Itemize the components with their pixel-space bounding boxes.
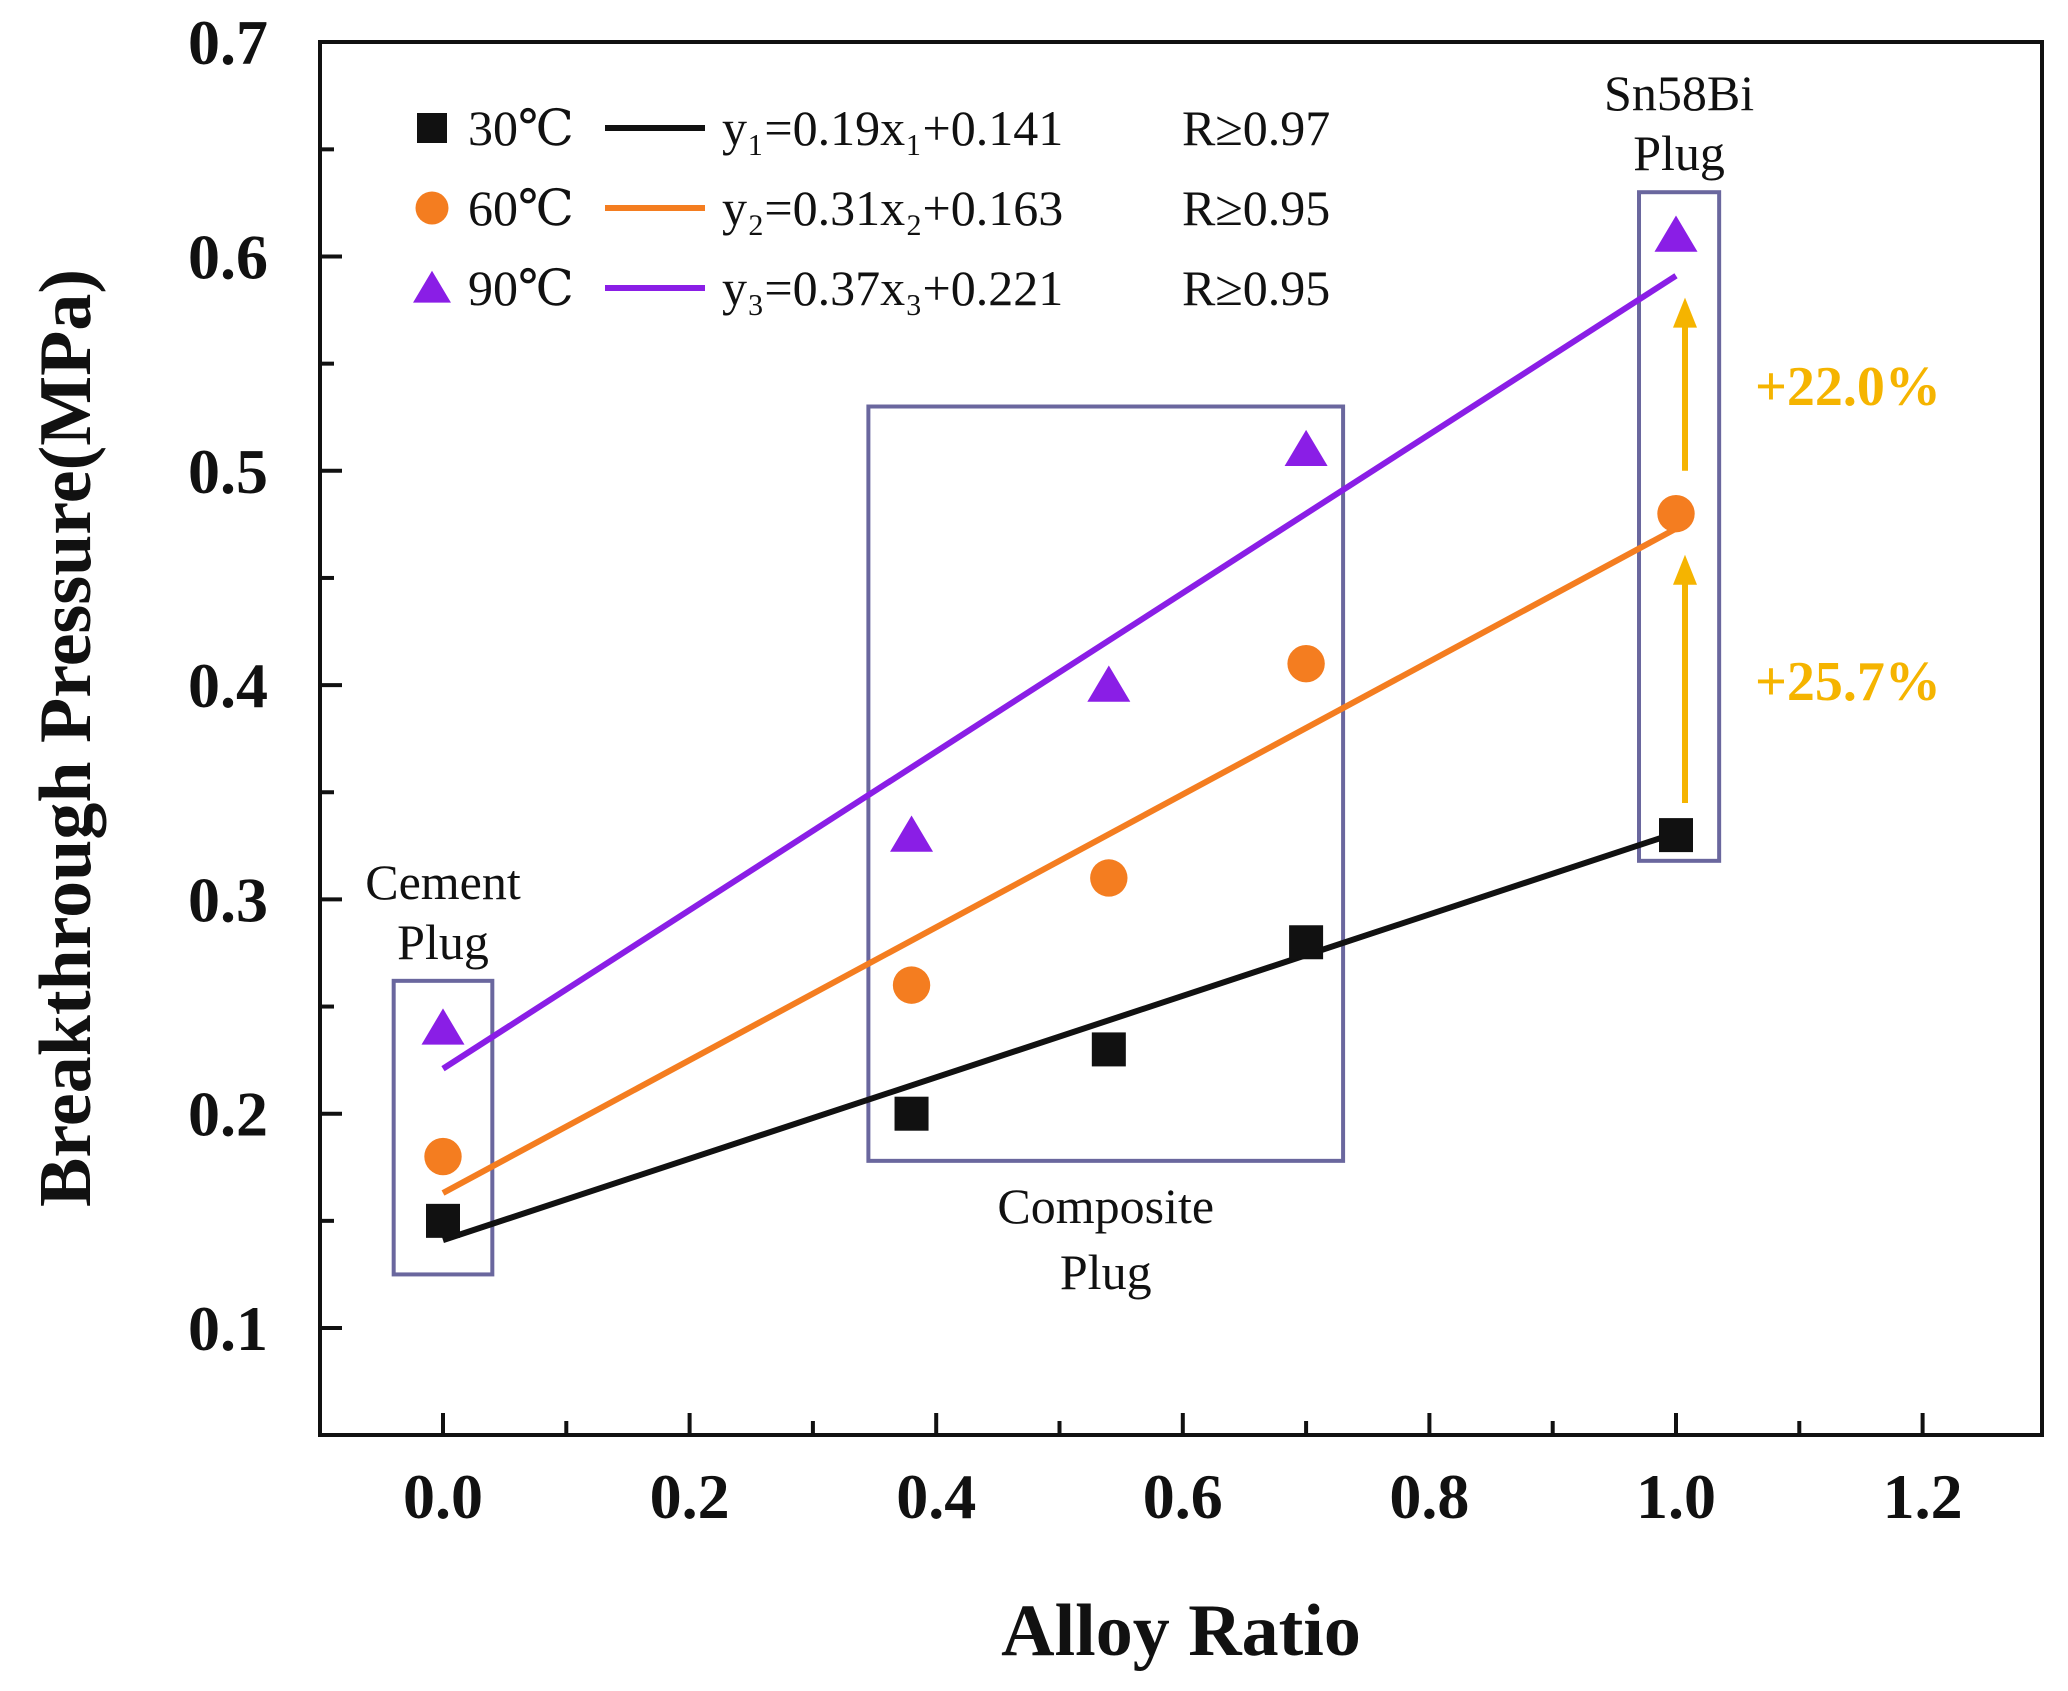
data-point xyxy=(1091,1032,1126,1067)
fit-line xyxy=(441,273,1678,1072)
x-tick-label: 0.4 xyxy=(896,1461,976,1532)
legend-equation: y₃=0.37x₃+0.221 xyxy=(722,260,1063,316)
fit-line xyxy=(441,526,1678,1196)
data-point xyxy=(421,1008,465,1045)
y-tick-label: 0.2 xyxy=(188,1079,268,1150)
group-label: Plug xyxy=(1060,1244,1152,1300)
group-box xyxy=(391,978,495,1277)
y-tick-label: 0.3 xyxy=(188,864,268,935)
group-label: Composite xyxy=(997,1178,1214,1234)
x-axis-title: Alloy Ratio xyxy=(1001,1590,1361,1672)
data-point xyxy=(1284,429,1328,466)
data-point xyxy=(1654,215,1698,252)
legend-label: 60℃ xyxy=(468,180,574,236)
group-boxes xyxy=(391,190,1722,1277)
legend-marker xyxy=(413,270,451,303)
x-tick-label: 0.8 xyxy=(1389,1461,1469,1532)
x-tick-label: 0.6 xyxy=(1143,1461,1223,1532)
percent-label: +22.0% xyxy=(1755,356,1941,418)
x-tick-label: 0.2 xyxy=(650,1461,730,1532)
x-tick-label: 0.0 xyxy=(403,1461,483,1532)
y-tick-label: 0.7 xyxy=(188,7,268,78)
axis-ticks: 0.0 0.2 0.4 0.6 0.8 1.0 1.2 0.1 0.2 0.3 0.4 0.5 0.6 0… xyxy=(188,7,1963,1532)
percent-arrows: +25.7% +22.0% xyxy=(1673,297,1941,803)
data-point xyxy=(1659,818,1693,853)
percent-label: +25.7% xyxy=(1755,651,1941,713)
y-tick-label: 0.6 xyxy=(188,222,268,293)
data-point xyxy=(1657,494,1695,533)
legend-marker xyxy=(415,191,449,225)
group-label: Plug xyxy=(1633,125,1725,181)
legend-label: 30℃ xyxy=(468,100,574,156)
text-labels: Alloy Ratio Breakthrough Pressure(MPa) C… xyxy=(25,65,1754,1672)
group-box xyxy=(866,404,1346,1163)
arrow-head xyxy=(1673,554,1697,585)
data-point xyxy=(426,1203,460,1238)
legend-label: 90℃ xyxy=(468,260,574,316)
y-tick-label: 0.5 xyxy=(188,436,268,507)
data-point xyxy=(1087,665,1131,702)
y-tick-label: 0.4 xyxy=(188,650,268,721)
legend-equation: y₂=0.31x₂+0.163 xyxy=(722,180,1063,236)
legend-marker xyxy=(417,113,447,143)
group-label: Sn58Bi xyxy=(1604,65,1754,121)
arrow-head xyxy=(1673,297,1697,328)
data-point xyxy=(1289,925,1324,960)
group-label: Plug xyxy=(397,914,489,970)
x-tick-label: 1.2 xyxy=(1883,1461,1963,1532)
legend-r-value: R≥0.95 xyxy=(1182,180,1330,236)
legend-equation: y₁=0.19x₁+0.141 xyxy=(722,100,1063,156)
data-point xyxy=(892,966,931,1004)
fit-line xyxy=(442,830,1677,1243)
y-tick-label: 0.1 xyxy=(188,1293,268,1364)
data-point xyxy=(1090,859,1128,897)
data-point xyxy=(424,1137,462,1176)
data-point xyxy=(890,815,934,852)
data-point xyxy=(894,1096,929,1131)
data-point xyxy=(1287,644,1325,683)
legend: 30℃ y₁=0.19x₁+0.141 R≥0.97 60℃ y₂=0.31x₂+0.1… xyxy=(413,100,1330,316)
legend-r-value: R≥0.95 xyxy=(1182,260,1330,316)
group-box xyxy=(1637,190,1722,863)
legend-r-value: R≥0.97 xyxy=(1182,100,1330,156)
fit-lines xyxy=(441,273,1678,1243)
group-label: Cement xyxy=(365,854,521,910)
y-axis-title: Breakthrough Pressure(MPa) xyxy=(25,269,107,1207)
data-markers xyxy=(421,215,1698,1238)
x-tick-label: 1.0 xyxy=(1636,1461,1716,1532)
